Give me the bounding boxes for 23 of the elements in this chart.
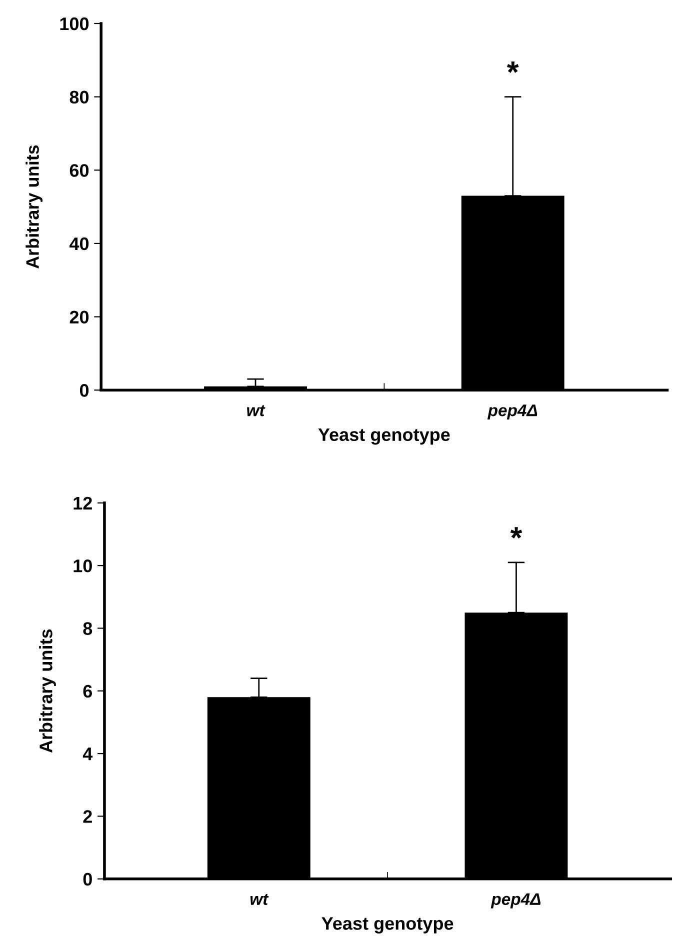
y-tick-label: 2 [83, 810, 92, 823]
y-tick-label: 100 [60, 17, 89, 30]
annotation: * [506, 61, 519, 73]
y-tick-label: 20 [70, 310, 89, 324]
x-tick-label: wt [247, 405, 266, 416]
y-tick-label: 80 [70, 90, 89, 104]
y-axis-title: Arbitrary units [26, 145, 43, 269]
y-tick-label: 8 [83, 622, 92, 635]
y-tick-label: 0 [80, 384, 89, 397]
x-tick-label: pep4Δ [490, 893, 541, 908]
y-tick-label: 6 [83, 684, 92, 698]
x-axis-title: Yeast genotype [318, 428, 450, 445]
x-axis-title: Yeast genotype [322, 917, 454, 934]
y-tick-label: 60 [70, 164, 89, 177]
y-tick-label: 40 [69, 237, 89, 250]
y-tick-label: 10 [74, 560, 92, 572]
y-tick-label: 0 [83, 872, 92, 886]
x-tick-label: pep4Δ [487, 404, 538, 420]
y-tick-label: 12 [74, 496, 92, 510]
annotation: * [510, 527, 522, 538]
y-axis-title: Arbitrary units [39, 629, 56, 753]
x-tick-label: wt [250, 894, 269, 905]
y-tick-label: 4 [82, 748, 93, 760]
